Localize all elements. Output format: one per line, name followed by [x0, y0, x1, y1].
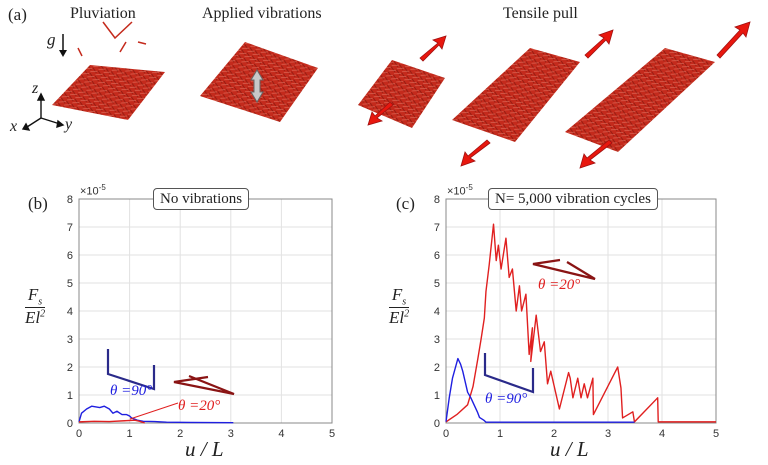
- y-tick-label: 7: [67, 222, 73, 234]
- pull-fiber-pile-3: [565, 48, 715, 152]
- title-tensile-pull: Tensile pull: [503, 5, 578, 22]
- pull-fiber-pile-1: [358, 60, 445, 128]
- pluviation-fiber-pile: [52, 65, 165, 120]
- y-tick-label: 6: [67, 250, 73, 262]
- panel-b-annotation-90: θ =90°: [110, 383, 153, 399]
- panel-b-label: (b): [28, 194, 48, 213]
- pull-fiber-pile-2: [452, 48, 580, 142]
- x-tick-label: 1: [497, 428, 503, 440]
- x-tick-label: 5: [329, 428, 335, 440]
- y-tick-label: 8: [67, 194, 73, 206]
- x-tick-label: 0: [443, 428, 449, 440]
- panel-c-annotation-20: θ =20°: [538, 277, 581, 293]
- panel-c-label: (c): [396, 194, 415, 213]
- panel-c-y-multiplier: ×10-5: [447, 183, 473, 198]
- y-tick-label: 1: [67, 390, 73, 402]
- fiber-simulation-illustration: [21, 21, 751, 169]
- panel-b-title: No vibrations: [153, 188, 250, 210]
- fiber-shape-glyphs: [106, 258, 596, 420]
- y-tick-label: 3: [67, 334, 73, 346]
- series-line-20deg: [78, 419, 146, 424]
- x-tick-label: 0: [76, 428, 82, 440]
- y-tick-label: 2: [67, 362, 73, 374]
- panel-c-annotation-90: θ =90°: [485, 391, 528, 407]
- gravity-label: g: [47, 30, 56, 49]
- pull-arrows-icon: [367, 21, 751, 169]
- fiber-90deg-icon-b: [106, 349, 156, 391]
- y-tick-label: 0: [434, 418, 440, 430]
- annotation-pointer-b: [129, 402, 179, 420]
- x-tick-label: 3: [228, 428, 234, 440]
- fiber-20deg-icon-c: [532, 258, 596, 281]
- x-tick-label: 4: [659, 428, 665, 440]
- y-tick-label: 0: [67, 418, 73, 430]
- panel-b-chart: 0 1 2 3 4 5 0 1 2 3 4 5 6 7 8: [67, 194, 335, 440]
- y-tick-label: 5: [434, 278, 440, 290]
- y-tick-label: 1: [434, 390, 440, 402]
- fiber-20deg-icon-b: [173, 374, 235, 396]
- panel-b-x-label: u / L: [185, 437, 224, 461]
- coordinate-axes-icon: [21, 92, 65, 131]
- y-tick-label: 8: [434, 194, 440, 206]
- series-line-20deg: [445, 223, 716, 423]
- panel-c-y-label: Fs El2: [389, 285, 410, 328]
- x-tick-label: 1: [127, 428, 133, 440]
- panel-a-label: (a): [8, 5, 27, 24]
- x-tick-label: 4: [278, 428, 284, 440]
- x-tick-label: 2: [551, 428, 557, 440]
- y-tick-label: 6: [434, 250, 440, 262]
- vibration-arrow-icon: [250, 69, 264, 103]
- y-tick-label: 5: [67, 278, 73, 290]
- fiber-90deg-icon-c: [483, 353, 535, 394]
- panel-b-y-label: Fs El2: [25, 285, 46, 328]
- panel-b-annotation-20: θ =20°: [178, 398, 221, 414]
- y-tick-label: 2: [434, 362, 440, 374]
- series-line-90deg: [445, 357, 635, 423]
- series-line-90deg: [78, 405, 234, 424]
- title-applied-vibrations: Applied vibrations: [202, 5, 322, 22]
- axis-x-label: x: [10, 118, 18, 135]
- panel-b-y-multiplier: ×10-5: [80, 183, 106, 198]
- x-tick-label: 5: [713, 428, 719, 440]
- y-tick-label: 4: [434, 306, 440, 318]
- axis-z-label: z: [32, 80, 39, 97]
- x-tick-label: 3: [605, 428, 611, 440]
- axis-y-label: y: [65, 116, 73, 133]
- panel-c-chart: 0 1 2 3 4 5 0 1 2 3 4 5 6 7 8: [434, 194, 719, 440]
- panel-c-x-label: u / L: [550, 437, 589, 461]
- y-tick-label: 4: [67, 306, 73, 318]
- y-tick-label: 7: [434, 222, 440, 234]
- title-pluviation: Pluviation: [70, 5, 136, 22]
- y-tick-label: 3: [434, 334, 440, 346]
- panel-c-title: N= 5,000 vibration cycles: [488, 188, 658, 210]
- x-tick-label: 2: [177, 428, 183, 440]
